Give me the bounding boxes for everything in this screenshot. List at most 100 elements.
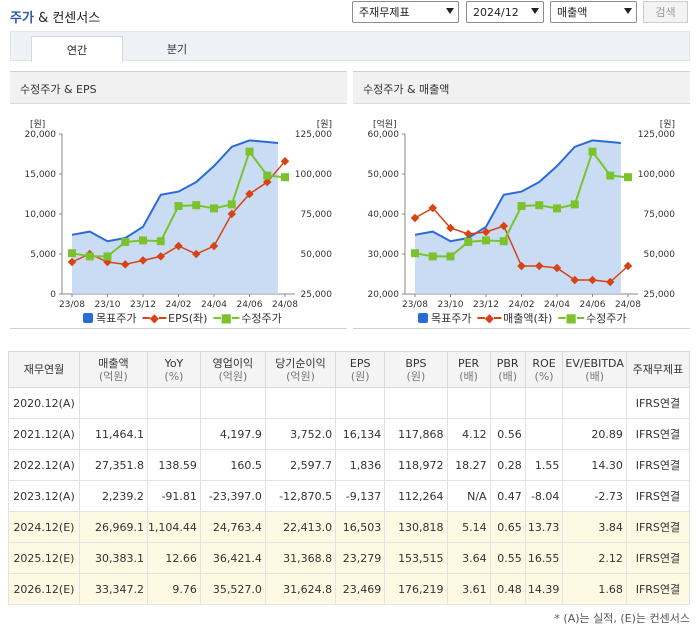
table-cell: 0.48 xyxy=(489,573,526,605)
column-header-label: BPS xyxy=(405,356,427,370)
column-header-label: EV/EBITDA xyxy=(565,356,624,370)
period-select[interactable]: 2024/12 xyxy=(466,1,544,23)
search-button[interactable]: 검색 xyxy=(643,1,688,23)
table-cell xyxy=(489,387,526,419)
table-cell xyxy=(264,387,337,419)
adj-price-point xyxy=(174,202,183,210)
table-cell: 31,368.8 xyxy=(264,542,337,574)
page-title-sub: & 컨센서스 xyxy=(38,11,101,26)
left-series-point xyxy=(209,241,219,251)
target-price-area xyxy=(415,140,621,294)
legend-label: 수정주가 xyxy=(586,312,627,325)
y-tick-label-left: 50,000 xyxy=(368,170,400,180)
table-cell: 130,818 xyxy=(384,511,448,543)
column-header: YoY (%) xyxy=(146,351,201,388)
column-header: 당기순이익 (억원) xyxy=(264,351,337,388)
financial-table: 재무연월 매출액 (억원) YoY (%) 영업이익 (억원) 당기순이익 (억원) EPS (원)… xyxy=(8,351,691,605)
table-body: 2020.12(A) IFRS연결 2021.12(A) 11,464.1 4,197.… xyxy=(8,387,691,605)
y-tick-label-right: 75,000 xyxy=(301,210,333,220)
table-cell: 2023.12(A) xyxy=(8,480,80,512)
chart-title: 수정주가 & EPS xyxy=(10,72,347,104)
left-series-point xyxy=(227,209,236,219)
column-header: 재무연월 xyxy=(8,351,80,388)
y-tick-label-right: 125,000 xyxy=(295,130,332,140)
y-tick-label-left: 30,000 xyxy=(368,250,400,260)
adj-price-point xyxy=(624,173,632,182)
chevron-down-icon xyxy=(446,8,454,14)
table-row: 2024.12(E) 26,969.1 1,104.44 24,763.4 22,413… xyxy=(8,511,691,543)
left-series-point xyxy=(280,156,290,166)
column-header-unit: (%) xyxy=(164,369,184,383)
adj-price-point xyxy=(210,204,218,213)
table-cell: 16.55 xyxy=(524,542,564,574)
table-cell: 5.14 xyxy=(446,511,491,543)
y-tick-label-right: 100,000 xyxy=(295,170,332,180)
column-header-unit: (원) xyxy=(406,369,426,383)
table-cell: 2021.12(A) xyxy=(8,418,80,450)
adj-price-point xyxy=(68,249,76,258)
y-tick-label-right: 50,000 xyxy=(301,250,333,260)
x-tick-label: 24/06 xyxy=(237,300,263,310)
chart-legend: 목표주가 ━◆━ 매출액(좌) ━■━ 수정주가 xyxy=(418,311,633,325)
table-cell: 14.39 xyxy=(524,573,564,605)
chart-panel-eps: 수정주가 & EPS [원] [원] 0 5,000 10,000 15,000 20,00… xyxy=(10,71,347,329)
table-cell: 2,239.2 xyxy=(78,480,148,512)
left-series-point xyxy=(192,249,201,259)
column-header: PBR (배) xyxy=(489,351,526,388)
adj-price-point xyxy=(263,171,272,180)
table-cell: IFRS연결 xyxy=(625,480,691,512)
legend-label: 매출액(좌) xyxy=(503,312,553,325)
table-cell: 30,383.1 xyxy=(78,542,148,574)
table-cell: 23,469 xyxy=(335,573,386,605)
left-series-point xyxy=(263,177,272,187)
column-header: 매출액 (억원) xyxy=(78,351,148,388)
adj-price-point xyxy=(156,237,165,246)
y-tick-label-left: 40,000 xyxy=(368,210,400,220)
table-cell: 2025.12(E) xyxy=(8,542,80,574)
table-cell: IFRS연결 xyxy=(625,387,691,419)
left-series-point xyxy=(174,241,183,251)
table-cell: 11,464.1 xyxy=(78,418,148,450)
x-tick-label: 24/08 xyxy=(615,300,641,310)
page-title-main: 주가 xyxy=(10,11,34,26)
legend-item: ━■━ 수정주가 xyxy=(558,310,626,326)
table-cell: 2020.12(A) xyxy=(8,387,80,419)
y-tick-label-right: 125,000 xyxy=(638,130,675,140)
diamond-marker-icon: ━◆━ xyxy=(142,311,167,325)
column-header: 주재무제표 xyxy=(625,351,691,388)
tab-quarterly[interactable]: 분기 xyxy=(166,43,188,56)
adj-price-point xyxy=(227,200,236,209)
y-tick-label-left: 60,000 xyxy=(368,130,400,140)
table-cell: 118,972 xyxy=(384,449,448,481)
table-cell: 13.73 xyxy=(524,511,564,543)
table-cell: 160.5 xyxy=(199,449,266,481)
left-series-point xyxy=(67,257,77,267)
table-cell: IFRS연결 xyxy=(625,511,691,543)
left-axis-unit: [억원] xyxy=(373,118,397,130)
column-header: ROE (%) xyxy=(524,351,564,388)
table-cell: IFRS연결 xyxy=(625,418,691,450)
legend-label: EPS(좌) xyxy=(168,312,208,325)
column-header-unit: (억원) xyxy=(218,369,248,383)
x-tick-label: 24/06 xyxy=(580,300,606,310)
metric-select[interactable]: 매출액 xyxy=(550,1,637,23)
adj-price-point xyxy=(606,171,615,180)
table-cell: 0.28 xyxy=(489,449,526,481)
table-cell xyxy=(562,387,627,419)
table-cell: 18.27 xyxy=(446,449,491,481)
table-cell xyxy=(335,387,386,419)
table-cell: 35,527.0 xyxy=(199,573,266,605)
column-header: 영업이익 (억원) xyxy=(199,351,266,388)
y-tick-label-right: 50,000 xyxy=(644,250,676,260)
tab-annual[interactable]: 연간 xyxy=(31,36,123,62)
table-cell: 2024.12(E) xyxy=(8,511,80,543)
legend-swatch xyxy=(83,313,93,323)
column-header-label: EPS xyxy=(349,356,371,370)
legend-swatch xyxy=(418,313,428,323)
legend-item: 목표주가 xyxy=(83,310,136,326)
page-title: 주가 & 컨센서스 xyxy=(10,7,100,26)
left-series-point xyxy=(481,227,491,237)
table-cell: IFRS연결 xyxy=(625,449,691,481)
basis-select[interactable]: 주재무제표 xyxy=(352,1,459,23)
left-axis-unit: [원] xyxy=(30,119,45,130)
